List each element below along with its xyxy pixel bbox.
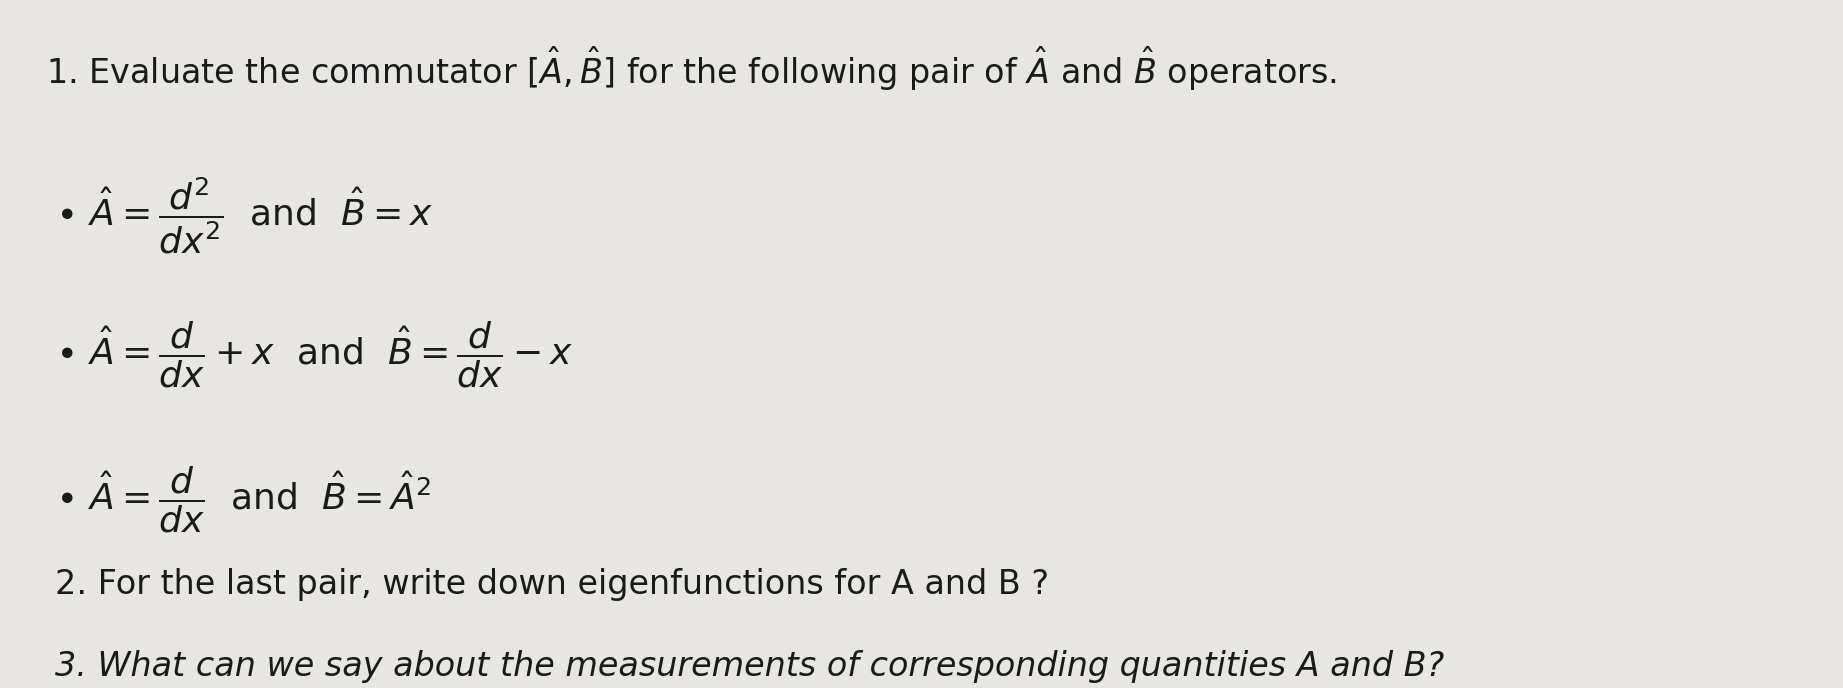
Text: 3. What can we say about the measurements of corresponding quantities A and B?: 3. What can we say about the measurement…: [55, 650, 1445, 683]
Text: $\bullet\ \hat{A} = \dfrac{d^{2}}{dx^{2}}\ $ and $\ \hat{B} = x$: $\bullet\ \hat{A} = \dfrac{d^{2}}{dx^{2}…: [55, 175, 433, 256]
Text: $\bullet\ \hat{A} = \dfrac{d}{dx} + x\ $ and $\ \hat{B} = \dfrac{d}{dx} - x$: $\bullet\ \hat{A} = \dfrac{d}{dx} + x\ $…: [55, 320, 573, 390]
Text: $\bullet\ \hat{A} = \dfrac{d}{dx}\ $ and $\ \hat{B} = \hat{A}^{2}$: $\bullet\ \hat{A} = \dfrac{d}{dx}\ $ and…: [55, 464, 431, 535]
Text: 1. Evaluate the commutator $[\hat{A}, \hat{B}]$ for the following pair of $\hat{: 1. Evaluate the commutator $[\hat{A}, \h…: [46, 45, 1336, 93]
Text: 2. For the last pair, write down eigenfunctions for A and B ?: 2. For the last pair, write down eigenfu…: [55, 568, 1049, 601]
